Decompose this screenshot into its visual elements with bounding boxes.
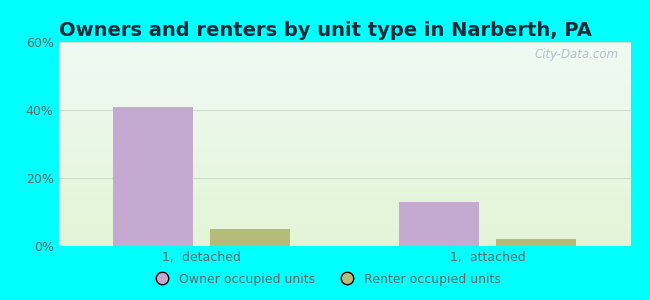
Bar [209,229,290,246]
Text: Owners and renters by unit type in Narberth, PA: Owners and renters by unit type in Narbe… [58,21,592,40]
Legend: Owner occupied units, Renter occupied units: Owner occupied units, Renter occupied un… [144,268,506,291]
Bar [495,239,576,246]
Bar [399,202,480,246]
Text: City-Data.com: City-Data.com [535,48,619,61]
Bar [113,106,194,246]
